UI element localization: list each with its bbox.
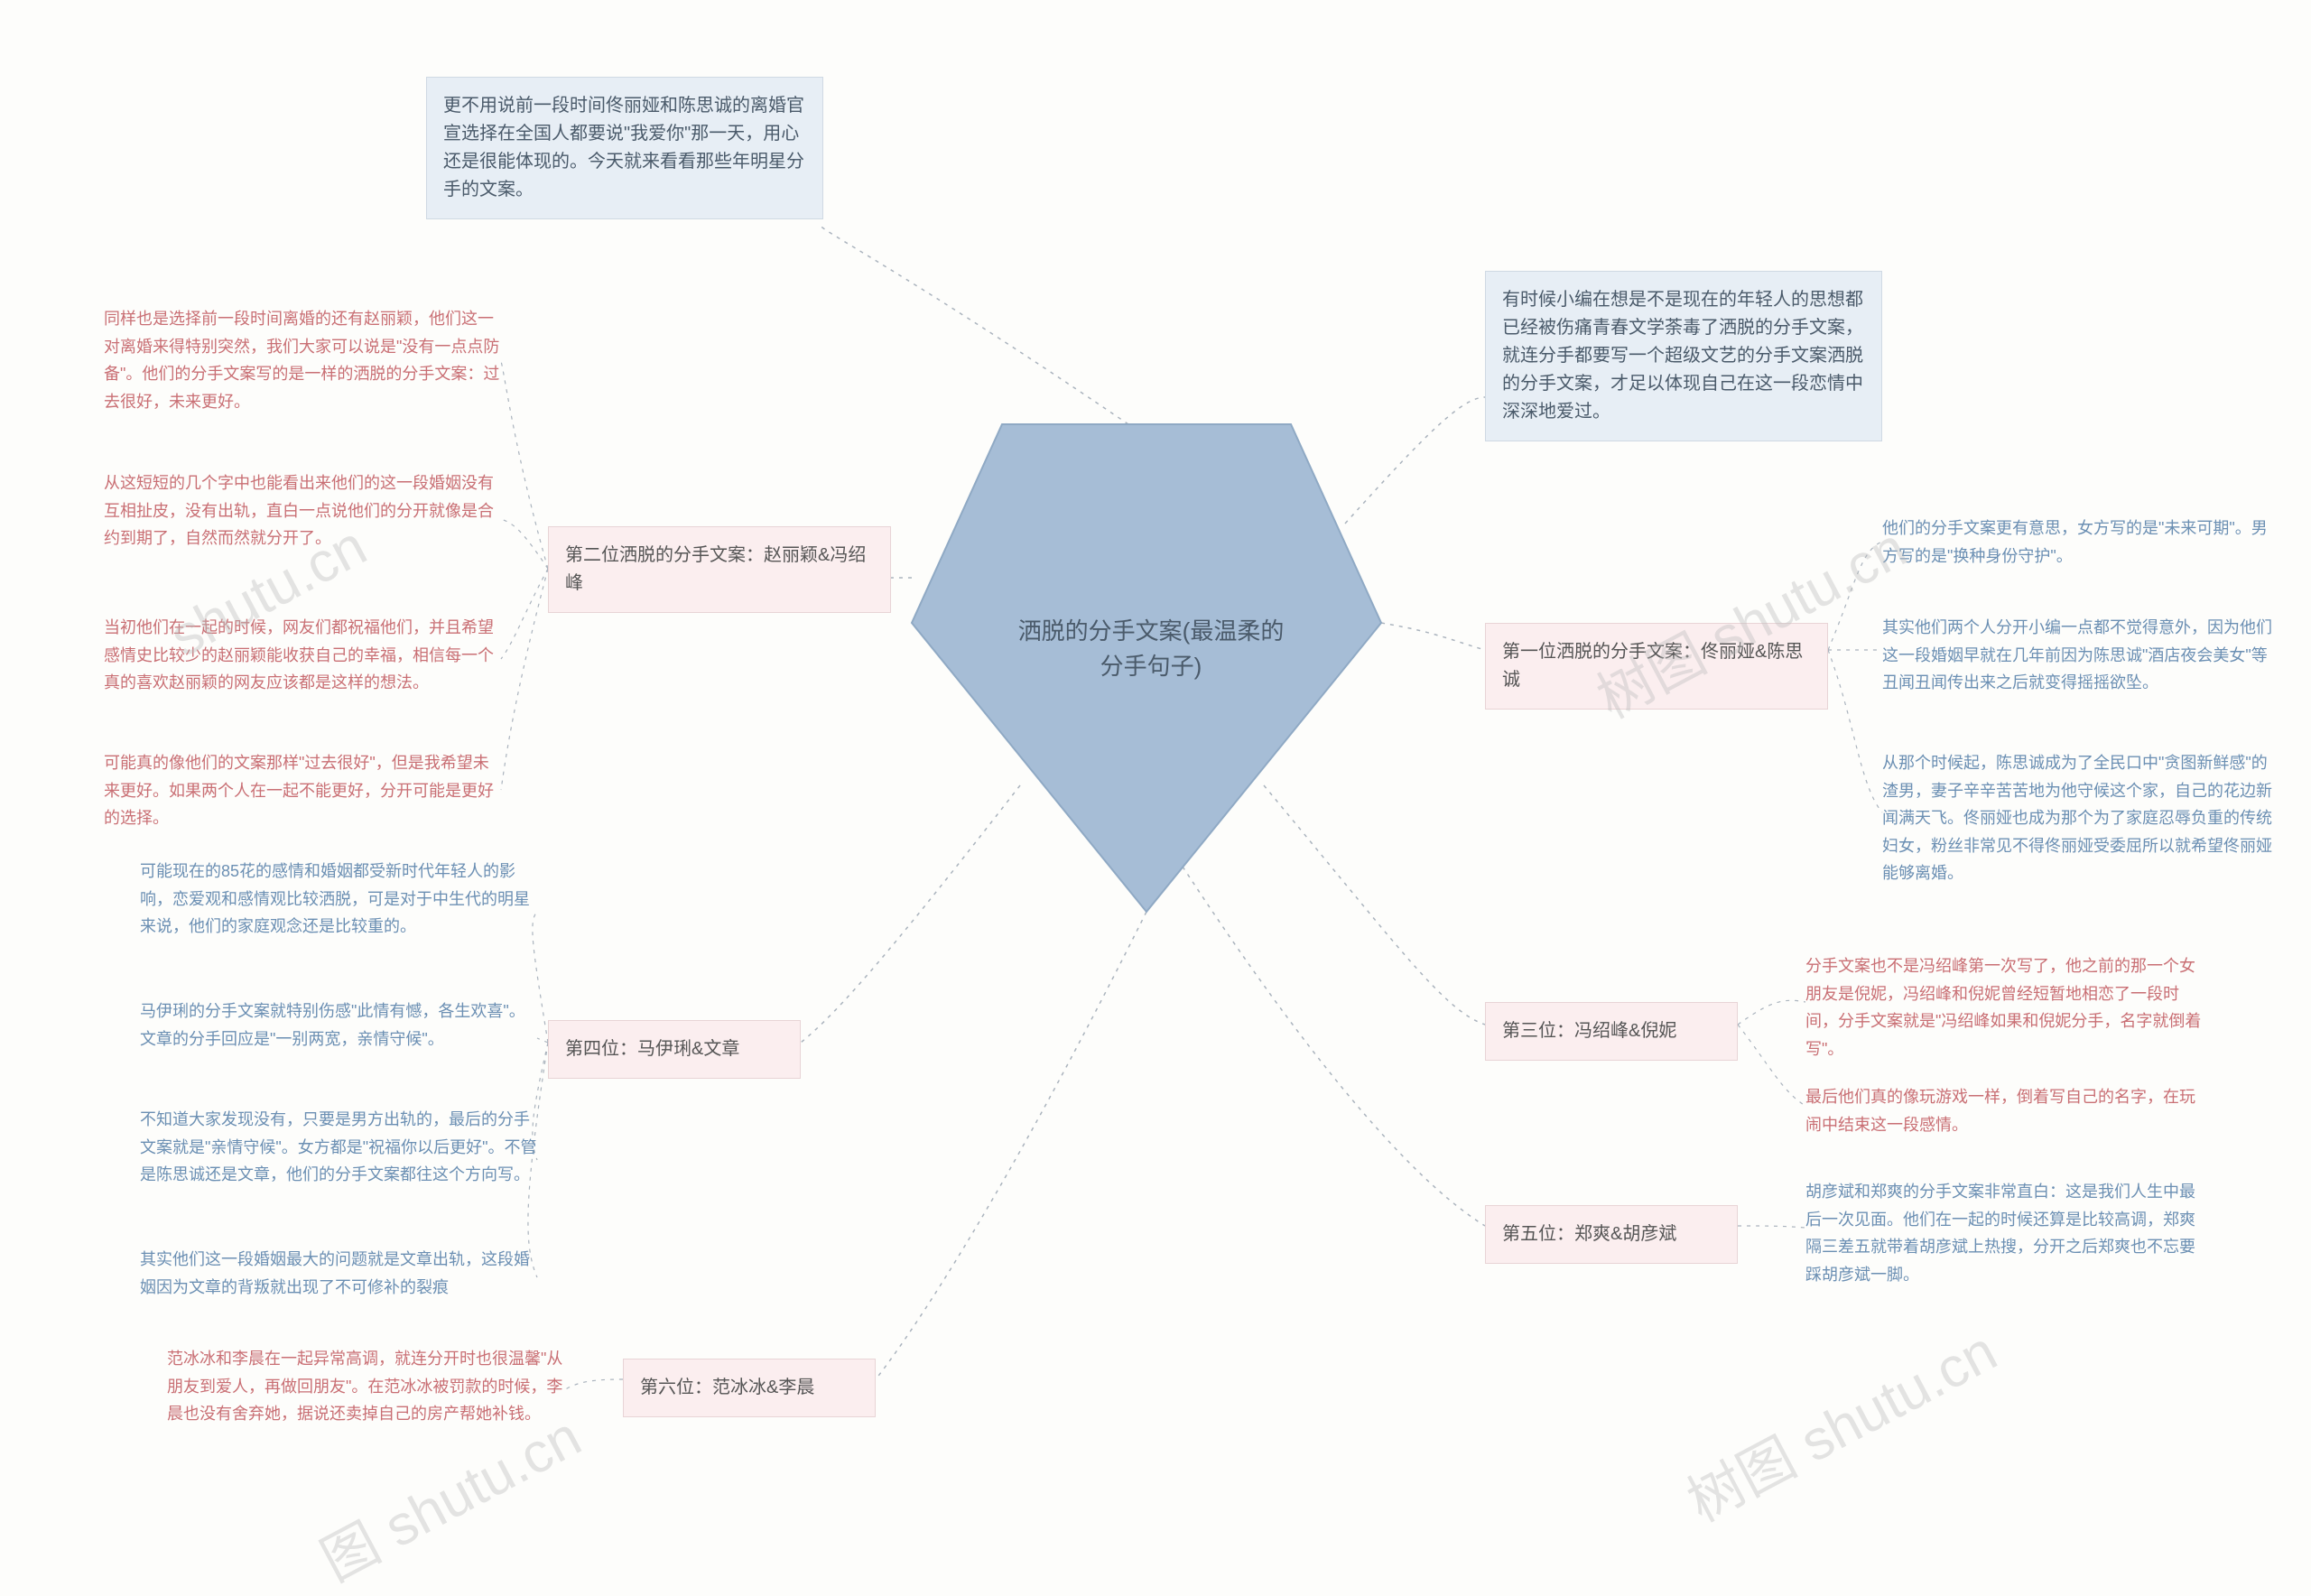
branch-node-b5: 第五位：郑爽&胡彦斌 <box>1485 1205 1738 1264</box>
intro-box-right-text: 有时候小编在想是不是现在的年轻人的思想都已经被伤痛青春文学荼毒了洒脱的分手文案，… <box>1502 290 1863 422</box>
intro-box-top-text: 更不用说前一段时间佟丽娅和陈思诚的离婚官宣选择在全国人都要说"我爱你"那一天，用… <box>443 96 804 200</box>
intro-box-top: 更不用说前一段时间佟丽娅和陈思诚的离婚官宣选择在全国人都要说"我爱你"那一天，用… <box>426 77 823 219</box>
leaf-b4-0: 可能现在的85花的感情和婚姻都受新时代年轻人的影响，恋爱观和感情观比较洒脱，可是… <box>140 858 537 941</box>
leaf-b3-1: 最后他们真的像玩游戏一样，倒着写自己的名字，在玩闹中结束这一段感情。 <box>1805 1083 2203 1138</box>
branch-node-b4: 第四位：马伊琍&文章 <box>548 1020 801 1079</box>
leaf-b2-3: 可能真的像他们的文案那样"过去很好"，但是我希望未来更好。如果两个人在一起不能更… <box>104 749 501 832</box>
leaf-b2-2: 当初他们在一起的时候，网友们都祝福他们，并且希望感情史比较少的赵丽颖能收获自己的… <box>104 614 501 697</box>
center-title-line2: 分手句子) <box>1100 653 1202 680</box>
branch-node-b3: 第三位：冯绍峰&倪妮 <box>1485 1002 1738 1061</box>
center-title: 洒脱的分手文案(最温柔的 分手句子) <box>1016 614 1286 684</box>
leaf-b2-1: 从这短短的几个字中也能看出来他们的这一段婚姻没有互相扯皮，没有出轨，直白一点说他… <box>104 469 501 552</box>
watermark-1: 树图 shutu.cn <box>1671 1306 2009 1537</box>
leaf-b5-0: 胡彦斌和郑爽的分手文案非常直白：这是我们人生中最后一次见面。他们在一起的时候还算… <box>1805 1178 2203 1288</box>
intro-box-right: 有时候小编在想是不是现在的年轻人的思想都已经被伤痛青春文学荼毒了洒脱的分手文案，… <box>1485 271 1882 441</box>
leaf-b4-3: 其实他们这一段婚姻最大的问题就是文章出轨，这段婚姻因为文章的背叛就出现了不可修补… <box>140 1246 537 1301</box>
center-title-line1: 洒脱的分手文案(最温柔的 <box>1018 617 1285 645</box>
leaf-b1-1: 其实他们两个人分开小编一点都不觉得意外，因为他们这一段婚姻早就在几年前因为陈思诚… <box>1882 614 2279 697</box>
leaf-b4-2: 不知道大家发现没有，只要是男方出轨的，最后的分手文案就是"亲情守候"。女方都是"… <box>140 1106 537 1189</box>
leaf-b1-0: 他们的分手文案更有意思，女方写的是"未来可期"。男方写的是"换种身份守护"。 <box>1882 515 2279 570</box>
leaf-b4-1: 马伊琍的分手文案就特别伤感"此情有憾，各生欢喜"。文章的分手回应是"一别两宽，亲… <box>140 998 537 1053</box>
mindmap-canvas: 洒脱的分手文案(最温柔的 分手句子) 第一位洒脱的分手文案：佟丽娅&陈思诚 第二位… <box>0 0 2311 1464</box>
leaf-b2-0: 同样也是选择前一段时间离婚的还有赵丽颖，他们这一对离婚来得特别突然，我们大家可以… <box>104 305 501 415</box>
branch-node-b6: 第六位：范冰冰&李晨 <box>623 1359 876 1417</box>
branch-node-b1: 第一位洒脱的分手文案：佟丽娅&陈思诚 <box>1485 623 1828 710</box>
leaf-b3-0: 分手文案也不是冯绍峰第一次写了，他之前的那一个女朋友是倪妮，冯绍峰和倪妮曾经短暂… <box>1805 952 2203 1062</box>
leaf-b1-2: 从那个时候起，陈思诚成为了全民口中"贪图新鲜感"的渣男，妻子辛辛苦苦地为他守候这… <box>1882 749 2279 887</box>
branch-node-b2: 第二位洒脱的分手文案：赵丽颖&冯绍峰 <box>548 526 891 613</box>
leaf-b6-0: 范冰冰和李晨在一起异常高调，就连分开时也很温馨"从朋友到爱人，再做回朋友"。在范… <box>167 1345 564 1428</box>
